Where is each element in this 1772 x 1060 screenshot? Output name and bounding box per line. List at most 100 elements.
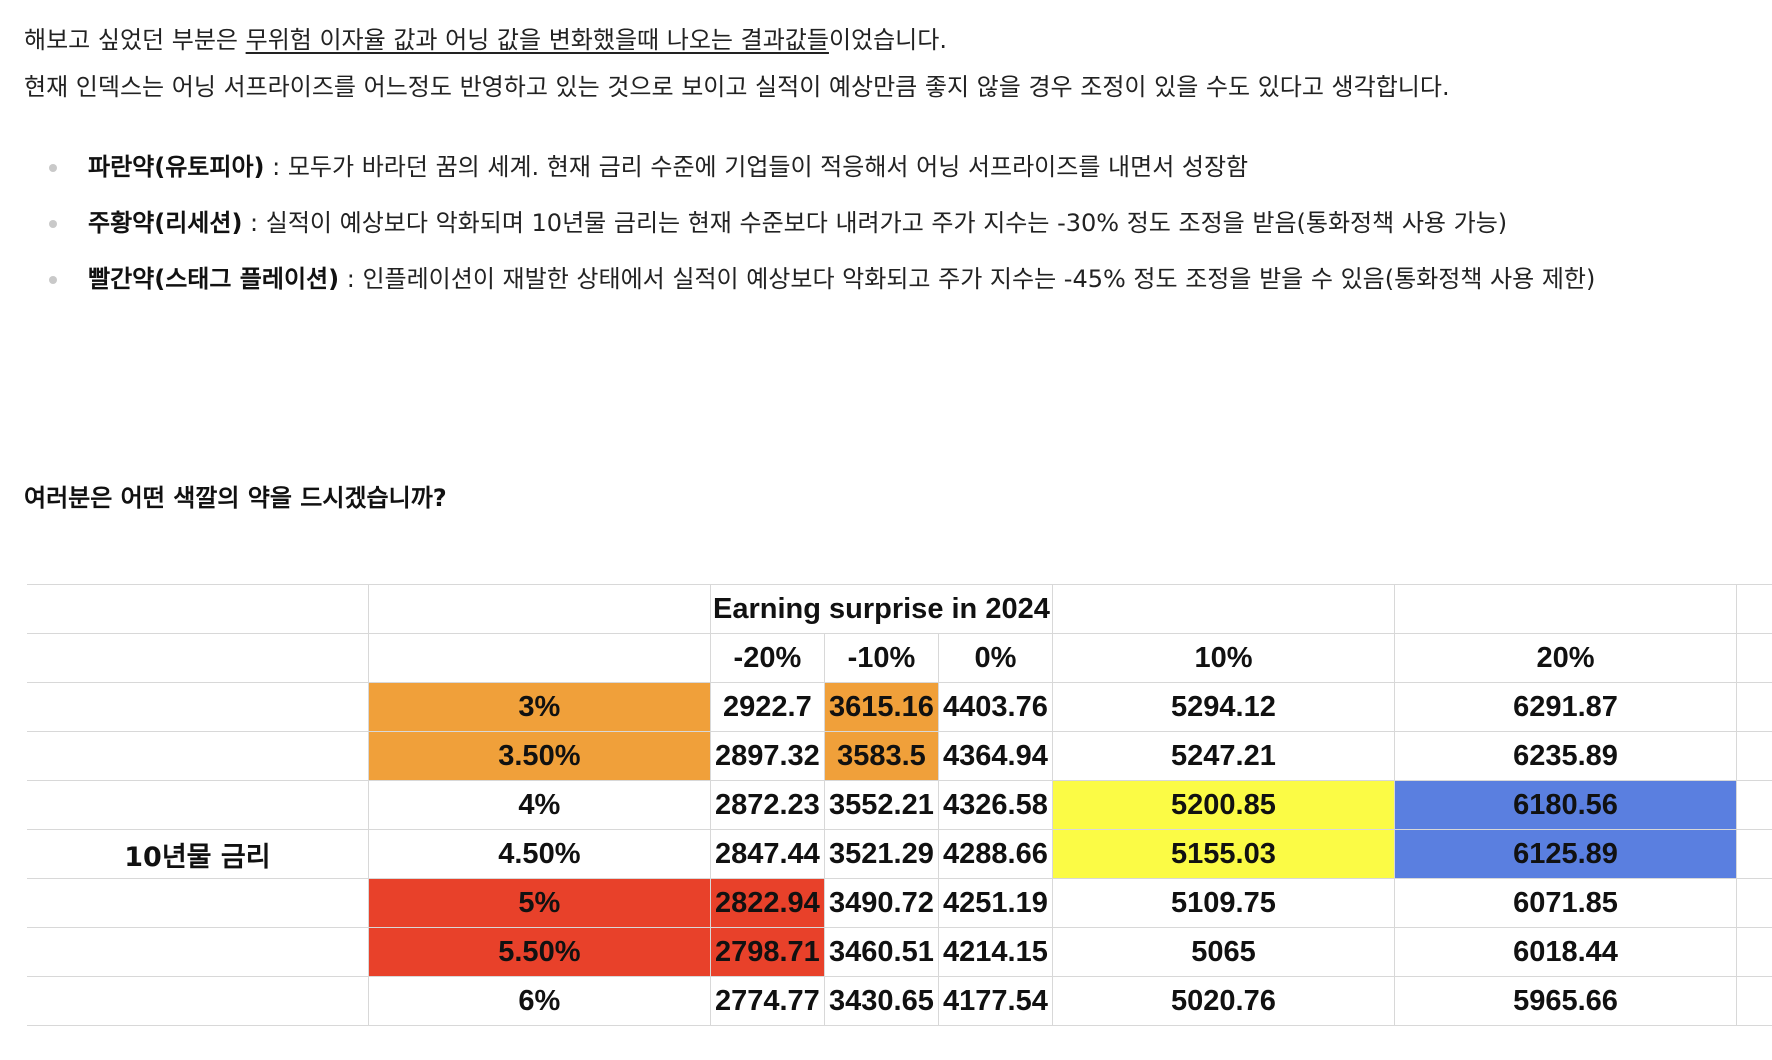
- table-cell: [1736, 780, 1772, 830]
- table-cell: [27, 780, 369, 830]
- rate-cell: 4%: [367, 780, 711, 830]
- value-cell: 5247.21: [1051, 731, 1395, 781]
- value-cell: 5294.12: [1051, 682, 1395, 732]
- intro-text-before: 해보고 싶었던 부분은: [24, 26, 246, 54]
- list-item-red-pill: 빨간약(스태그 플레이션) : 인플레이션이 재발한 상태에서 실적이 예상보다…: [0, 254, 1748, 304]
- value-cell: 6018.44: [1393, 927, 1738, 977]
- table-row: 5% 2822.94 3490.72 4251.19 5109.75 6071.…: [27, 878, 1772, 928]
- value-cell: 5065: [1051, 927, 1395, 977]
- value-cell: 6291.87: [1393, 682, 1738, 732]
- bullet-text: : 인플레이션이 재발한 상태에서 실적이 예상보다 악화되고 주가 지수는 -…: [339, 265, 1596, 293]
- value-cell: 3552.21: [823, 780, 939, 830]
- table-cell: [1736, 878, 1772, 928]
- value-cell: 2822.94: [709, 878, 825, 928]
- value-cell: 4177.54: [937, 976, 1053, 1026]
- value-cell: 2774.77: [709, 976, 825, 1026]
- list-item-orange-pill: 주황약(리세션) : 실적이 예상보다 악화되며 10년물 금리는 현재 수준보…: [0, 198, 1748, 248]
- bullet-dot-icon: [49, 220, 57, 228]
- bullet-dot-icon: [49, 276, 57, 284]
- table-cell: [367, 633, 711, 683]
- table-row: 3.50% 2897.32 3583.5 4364.94 5247.21 623…: [27, 731, 1772, 781]
- table-column-header-row: -20% -10% 0% 10% 20%: [27, 633, 1772, 683]
- value-cell: 5109.75: [1051, 878, 1395, 928]
- bullet-title: 주황약(리세션): [88, 209, 243, 237]
- value-cell: 2897.32: [709, 731, 825, 781]
- table-cell: [1736, 829, 1772, 879]
- value-cell: 2847.44: [709, 829, 825, 879]
- column-header: -20%: [709, 633, 825, 683]
- intro-paragraph-1: 해보고 싶었던 부분은 무위험 이자율 값과 어닝 값을 변화했을때 나오는 결…: [24, 22, 947, 58]
- value-cell: 4326.58: [937, 780, 1053, 830]
- table-cell: [1736, 633, 1772, 683]
- value-cell: 3460.51: [823, 927, 939, 977]
- bullet-text: : 실적이 예상보다 악화되며 10년물 금리는 현재 수준보다 내려가고 주가…: [242, 209, 1508, 237]
- bullet-dot-icon: [49, 164, 57, 172]
- table-cell: [1736, 976, 1772, 1026]
- value-cell: 4288.66: [937, 829, 1053, 879]
- list-item-blue-pill: 파란약(유토피아) : 모두가 바라던 꿈의 세계. 현재 금리 수준에 기업들…: [0, 142, 1748, 192]
- rate-cell: 3%: [367, 682, 711, 732]
- value-cell: 6071.85: [1393, 878, 1738, 928]
- value-cell: 6180.56: [1393, 780, 1738, 830]
- table-cell: [1051, 584, 1395, 634]
- table-row: 10년물 금리 4.50% 2847.44 3521.29 4288.66 51…: [27, 829, 1772, 879]
- table-cell: [1736, 682, 1772, 732]
- bullet-title: 빨간약(스태그 플레이션): [88, 265, 340, 293]
- table-cell: [1736, 927, 1772, 977]
- sensitivity-table: Earning surprise in 2024 -20% -10% 0% 10…: [27, 584, 1772, 1026]
- table-row: 3% 2922.7 3615.16 4403.76 5294.12 6291.8…: [27, 682, 1772, 732]
- column-header: 0%: [937, 633, 1053, 683]
- table-row: 4% 2872.23 3552.21 4326.58 5200.85 6180.…: [27, 780, 1772, 830]
- column-header: 10%: [1051, 633, 1395, 683]
- question-heading: 여러분은 어떤 색깔의 약을 드시겠습니까?: [24, 484, 447, 512]
- table-row: 5.50% 2798.71 3460.51 4214.15 5065 6018.…: [27, 927, 1772, 977]
- value-cell: 3615.16: [823, 682, 939, 732]
- table-cell: [27, 633, 369, 683]
- value-cell: 4364.94: [937, 731, 1053, 781]
- table-cell: [1736, 584, 1772, 634]
- column-header: -10%: [823, 633, 939, 683]
- intro-paragraph-2: 현재 인덱스는 어닝 서프라이즈를 어느정도 반영하고 있는 것으로 보이고 실…: [24, 73, 1450, 101]
- value-cell: 4403.76: [937, 682, 1053, 732]
- rate-cell: 3.50%: [367, 731, 711, 781]
- value-cell: 2798.71: [709, 927, 825, 977]
- rate-cell: 5%: [367, 878, 711, 928]
- intro-text-after: 이었습니다.: [828, 26, 947, 54]
- table-cell: [27, 731, 369, 781]
- value-cell: 3490.72: [823, 878, 939, 928]
- value-cell: 5020.76: [1051, 976, 1395, 1026]
- value-cell: 5155.03: [1051, 829, 1395, 879]
- table-cell: [1393, 584, 1738, 634]
- rate-cell: 5.50%: [367, 927, 711, 977]
- value-cell: 2922.7: [709, 682, 825, 732]
- value-cell: 3521.29: [823, 829, 939, 879]
- table-header-row: Earning surprise in 2024: [27, 584, 1772, 634]
- value-cell: 6125.89: [1393, 829, 1738, 879]
- table-cell: [367, 584, 711, 634]
- bullet-title: 파란약(유토피아): [88, 153, 265, 181]
- table-cell: [1736, 731, 1772, 781]
- value-cell: 6235.89: [1393, 731, 1738, 781]
- table-cell: [27, 878, 369, 928]
- table-cell: [27, 927, 369, 977]
- row-axis-label: 10년물 금리: [27, 829, 369, 879]
- table-cell: [27, 584, 369, 634]
- value-cell: 5200.85: [1051, 780, 1395, 830]
- rate-cell: 6%: [367, 976, 711, 1026]
- table-cell: [27, 682, 369, 732]
- value-cell: 3583.5: [823, 731, 939, 781]
- table-header-title: Earning surprise in 2024: [709, 584, 1053, 634]
- rate-cell: 4.50%: [367, 829, 711, 879]
- table-cell: [27, 976, 369, 1026]
- value-cell: 3430.65: [823, 976, 939, 1026]
- bullet-text: : 모두가 바라던 꿈의 세계. 현재 금리 수준에 기업들이 적응해서 어닝 …: [264, 153, 1249, 181]
- value-cell: 2872.23: [709, 780, 825, 830]
- pill-options-list: 파란약(유토피아) : 모두가 바라던 꿈의 세계. 현재 금리 수준에 기업들…: [0, 142, 1772, 310]
- value-cell: 5965.66: [1393, 976, 1738, 1026]
- table-row: 6% 2774.77 3430.65 4177.54 5020.76 5965.…: [27, 976, 1772, 1026]
- column-header: 20%: [1393, 633, 1738, 683]
- value-cell: 4214.15: [937, 927, 1053, 977]
- intro-underlined-text: 무위험 이자율 값과 어닝 값을 변화했을때 나오는 결과값들: [245, 26, 829, 54]
- value-cell: 4251.19: [937, 878, 1053, 928]
